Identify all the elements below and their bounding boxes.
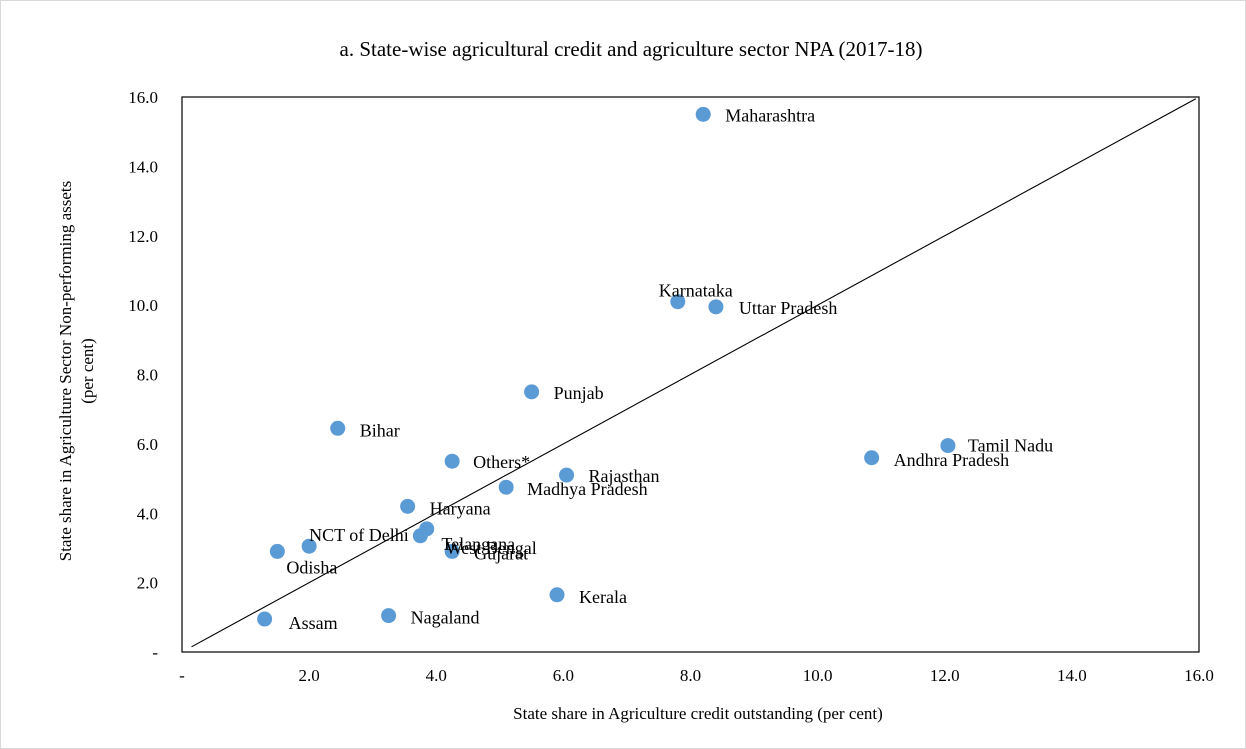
data-point-others xyxy=(444,453,460,469)
data-label-haryana: Haryana xyxy=(430,498,491,518)
data-point-gujarat xyxy=(444,543,460,559)
x-tick-label: 2.0 xyxy=(299,666,320,685)
data-point-telangana xyxy=(412,528,428,544)
data-point-tamil-nadu xyxy=(940,438,956,454)
y-tick-label: 6.0 xyxy=(137,435,158,454)
y-tick-label: 14.0 xyxy=(128,157,158,176)
y-tick-label: 12.0 xyxy=(128,227,158,246)
data-label-andhra-pradesh: Andhra Pradesh xyxy=(894,450,1009,470)
chart-title: a. State-wise agricultural credit and ag… xyxy=(340,37,923,61)
data-point-assam xyxy=(257,611,273,627)
data-labels: Maharashtra Karnataka Uttar Pradesh Punjab B… xyxy=(286,105,1053,633)
x-tick-label: 14.0 xyxy=(1057,666,1087,685)
data-point-nct-of-delhi xyxy=(301,538,317,554)
data-label-punjab: Punjab xyxy=(554,383,604,403)
data-point-haryana xyxy=(400,498,416,514)
data-label-madhya-pradesh: Madhya Pradesh xyxy=(527,479,647,499)
y-axis-label-line1: State share in Agriculture Sector Non-pe… xyxy=(56,181,75,562)
y-axis-label: State share in Agriculture Sector Non-pe… xyxy=(56,181,97,562)
y-tick-label: 4.0 xyxy=(137,504,158,523)
data-label-nagaland: Nagaland xyxy=(411,608,480,628)
y-tick-label: - xyxy=(152,643,158,662)
data-label-maharashtra: Maharashtra xyxy=(725,105,815,125)
data-label-odisha: Odisha xyxy=(286,557,337,577)
data-label-west-bengal: West Bengal xyxy=(446,538,537,558)
y-axis-label-line2: (per cent) xyxy=(78,338,97,404)
data-point-maharashtra xyxy=(695,106,711,122)
data-point-kerala xyxy=(549,587,565,603)
y-tick-label: 16.0 xyxy=(128,88,158,107)
data-label-gujarat: Gujarat xyxy=(474,543,528,563)
x-tick-label: 16.0 xyxy=(1184,666,1214,685)
data-label-karnataka: Karnataka xyxy=(659,281,733,301)
data-label-kerala: Kerala xyxy=(579,587,627,607)
reference-line-group xyxy=(191,98,1197,648)
data-point-nagaland xyxy=(381,608,397,624)
data-point-uttar-pradesh xyxy=(708,299,724,315)
data-label-others: Others* xyxy=(473,452,530,472)
plot-area-frame xyxy=(181,96,1200,653)
data-point-punjab xyxy=(524,384,540,400)
x-tick-label: 12.0 xyxy=(930,666,960,685)
data-label-bihar: Bihar xyxy=(360,420,400,440)
data-point-odisha xyxy=(269,543,285,559)
x-tick-labels: - 2.0 4.0 6.0 8.0 10.0 12.0 14.0 16.0 xyxy=(179,666,1214,685)
data-label-telangana: Telangana xyxy=(441,534,515,554)
data-point-rajasthan xyxy=(559,467,575,483)
x-tick-label: 10.0 xyxy=(803,666,833,685)
x-tick-label: 4.0 xyxy=(426,666,447,685)
y-tick-label: 8.0 xyxy=(137,366,158,385)
y-tick-label: 2.0 xyxy=(137,574,158,593)
data-label-nct-of-delhi: NCT of Delhi xyxy=(309,525,409,545)
data-label-rajasthan: Rajasthan xyxy=(589,466,660,486)
data-point-bihar xyxy=(330,420,346,436)
y-tick-labels: - 2.0 4.0 6.0 8.0 10.0 12.0 14.0 16.0 xyxy=(128,88,158,662)
data-label-assam: Assam xyxy=(289,613,338,633)
data-point-andhra-pradesh xyxy=(864,450,880,466)
data-point-madhya-pradesh xyxy=(498,479,514,495)
reference-line xyxy=(191,98,1197,648)
data-label-uttar-pradesh: Uttar Pradesh xyxy=(739,298,837,318)
data-points xyxy=(257,106,956,627)
x-tick-label: - xyxy=(179,666,185,685)
data-point-karnataka xyxy=(670,294,686,310)
x-axis-label: State share in Agriculture credit outsta… xyxy=(513,704,883,723)
y-tick-label: 10.0 xyxy=(128,296,158,315)
x-tick-label: 6.0 xyxy=(553,666,574,685)
data-label-tamil-nadu: Tamil Nadu xyxy=(968,436,1053,456)
x-tick-label: 8.0 xyxy=(680,666,701,685)
